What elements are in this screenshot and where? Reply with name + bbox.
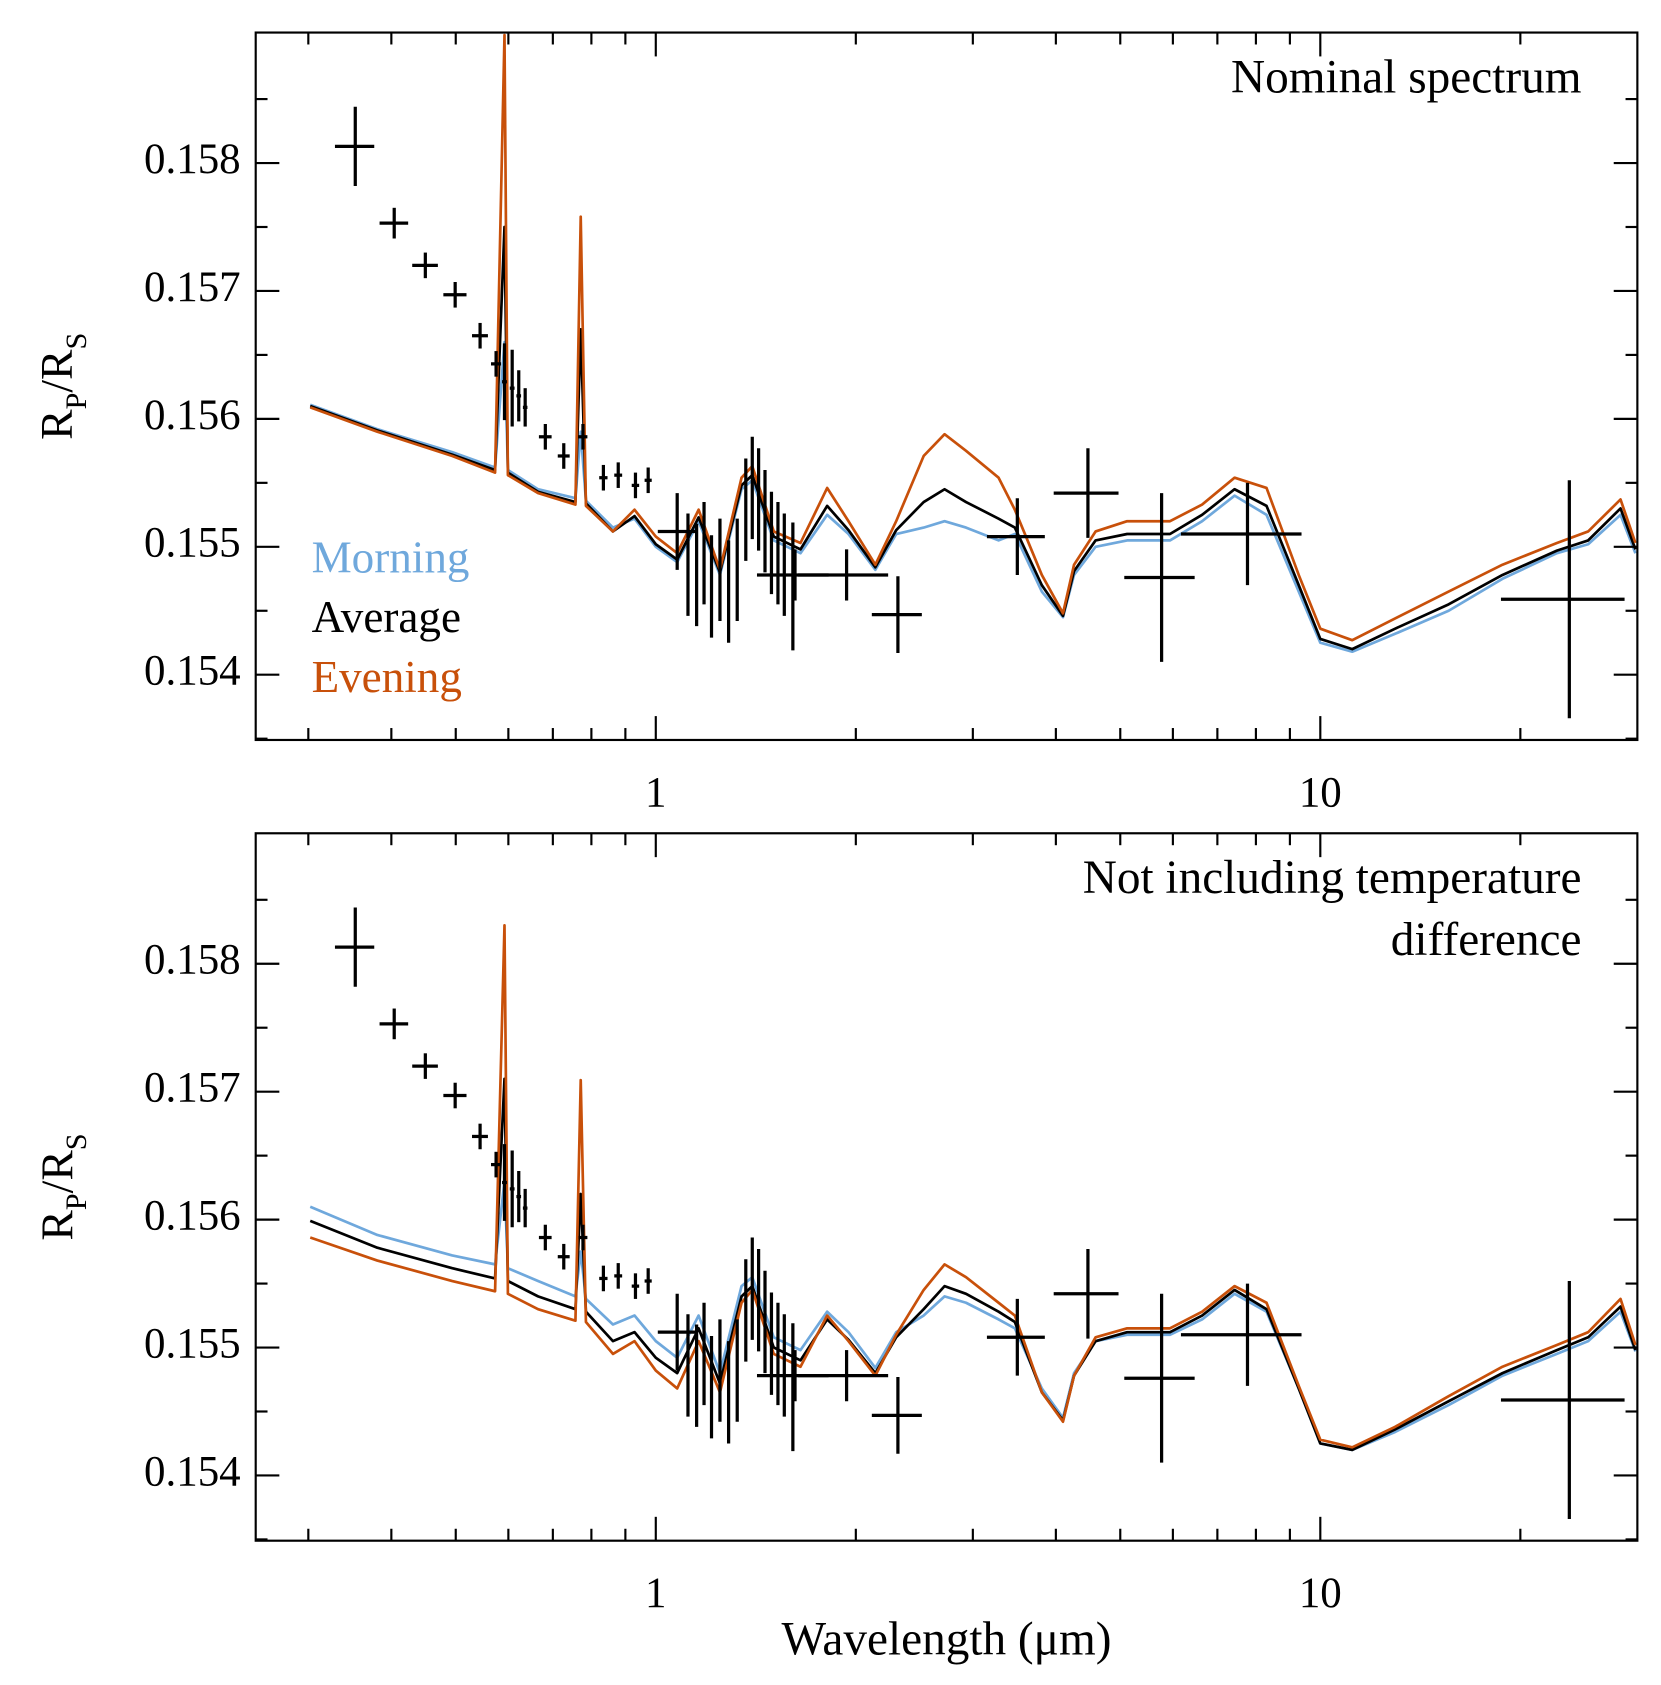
y-tick-label: 0.158 [144, 937, 241, 984]
spectrum-line [309, 1077, 1637, 1452]
legend-entry: Evening [312, 652, 462, 702]
plot-area [309, 907, 1637, 1519]
y-tick-label: 0.155 [144, 520, 241, 567]
y-axis-label: RP/RS [33, 1133, 93, 1240]
panel-annotation: Not including temperature [1083, 852, 1582, 904]
y-tick-label: 0.157 [144, 1064, 241, 1111]
spectrum-line [309, 225, 1637, 651]
x-tick-label: 10 [1299, 1570, 1342, 1617]
y-axis-label-subscript: S [59, 1133, 93, 1150]
spectrum-line [309, 1179, 1637, 1452]
y-tick-label: 0.156 [144, 392, 241, 439]
legend-entry: Morning [312, 532, 470, 582]
y-tick-label: 0.154 [144, 648, 241, 695]
x-tick-label: 1 [645, 1570, 666, 1617]
y-tick-label: 0.156 [144, 1192, 241, 1239]
y-axis-label-subscript: S [59, 333, 93, 350]
legend-entry: Average [312, 592, 461, 642]
spectrum-line [309, 340, 1637, 654]
panel-annotation: Nominal spectrum [1231, 51, 1582, 103]
y-axis-label-subscript: P [59, 393, 93, 410]
y-axis-label-part: /R [33, 349, 83, 393]
axes-frame [254, 832, 1639, 1542]
y-tick-label: 0.158 [144, 136, 241, 183]
spectrum-line [309, 924, 1637, 1449]
x-tick-label: 10 [1299, 769, 1342, 816]
y-axis-label-part: R [33, 1209, 83, 1240]
x-tick-label: 1 [645, 769, 666, 816]
y-axis-label-subscript: P [59, 1193, 93, 1210]
y-axis-label: RP/RS [33, 333, 93, 440]
y-axis-label-part: R [33, 409, 83, 440]
y-tick-label: 0.157 [144, 264, 241, 311]
y-axis-label-part: /R [33, 1150, 83, 1194]
plot-area [309, 33, 1637, 719]
spectrum-line [309, 33, 1637, 642]
y-tick-label: 0.154 [144, 1448, 241, 1495]
panel-annotation: difference [1391, 914, 1582, 966]
y-tick-label: 0.155 [144, 1320, 241, 1367]
axes-frame [254, 31, 1639, 742]
x-axis-label: Wavelength (μm) [782, 1614, 1112, 1666]
